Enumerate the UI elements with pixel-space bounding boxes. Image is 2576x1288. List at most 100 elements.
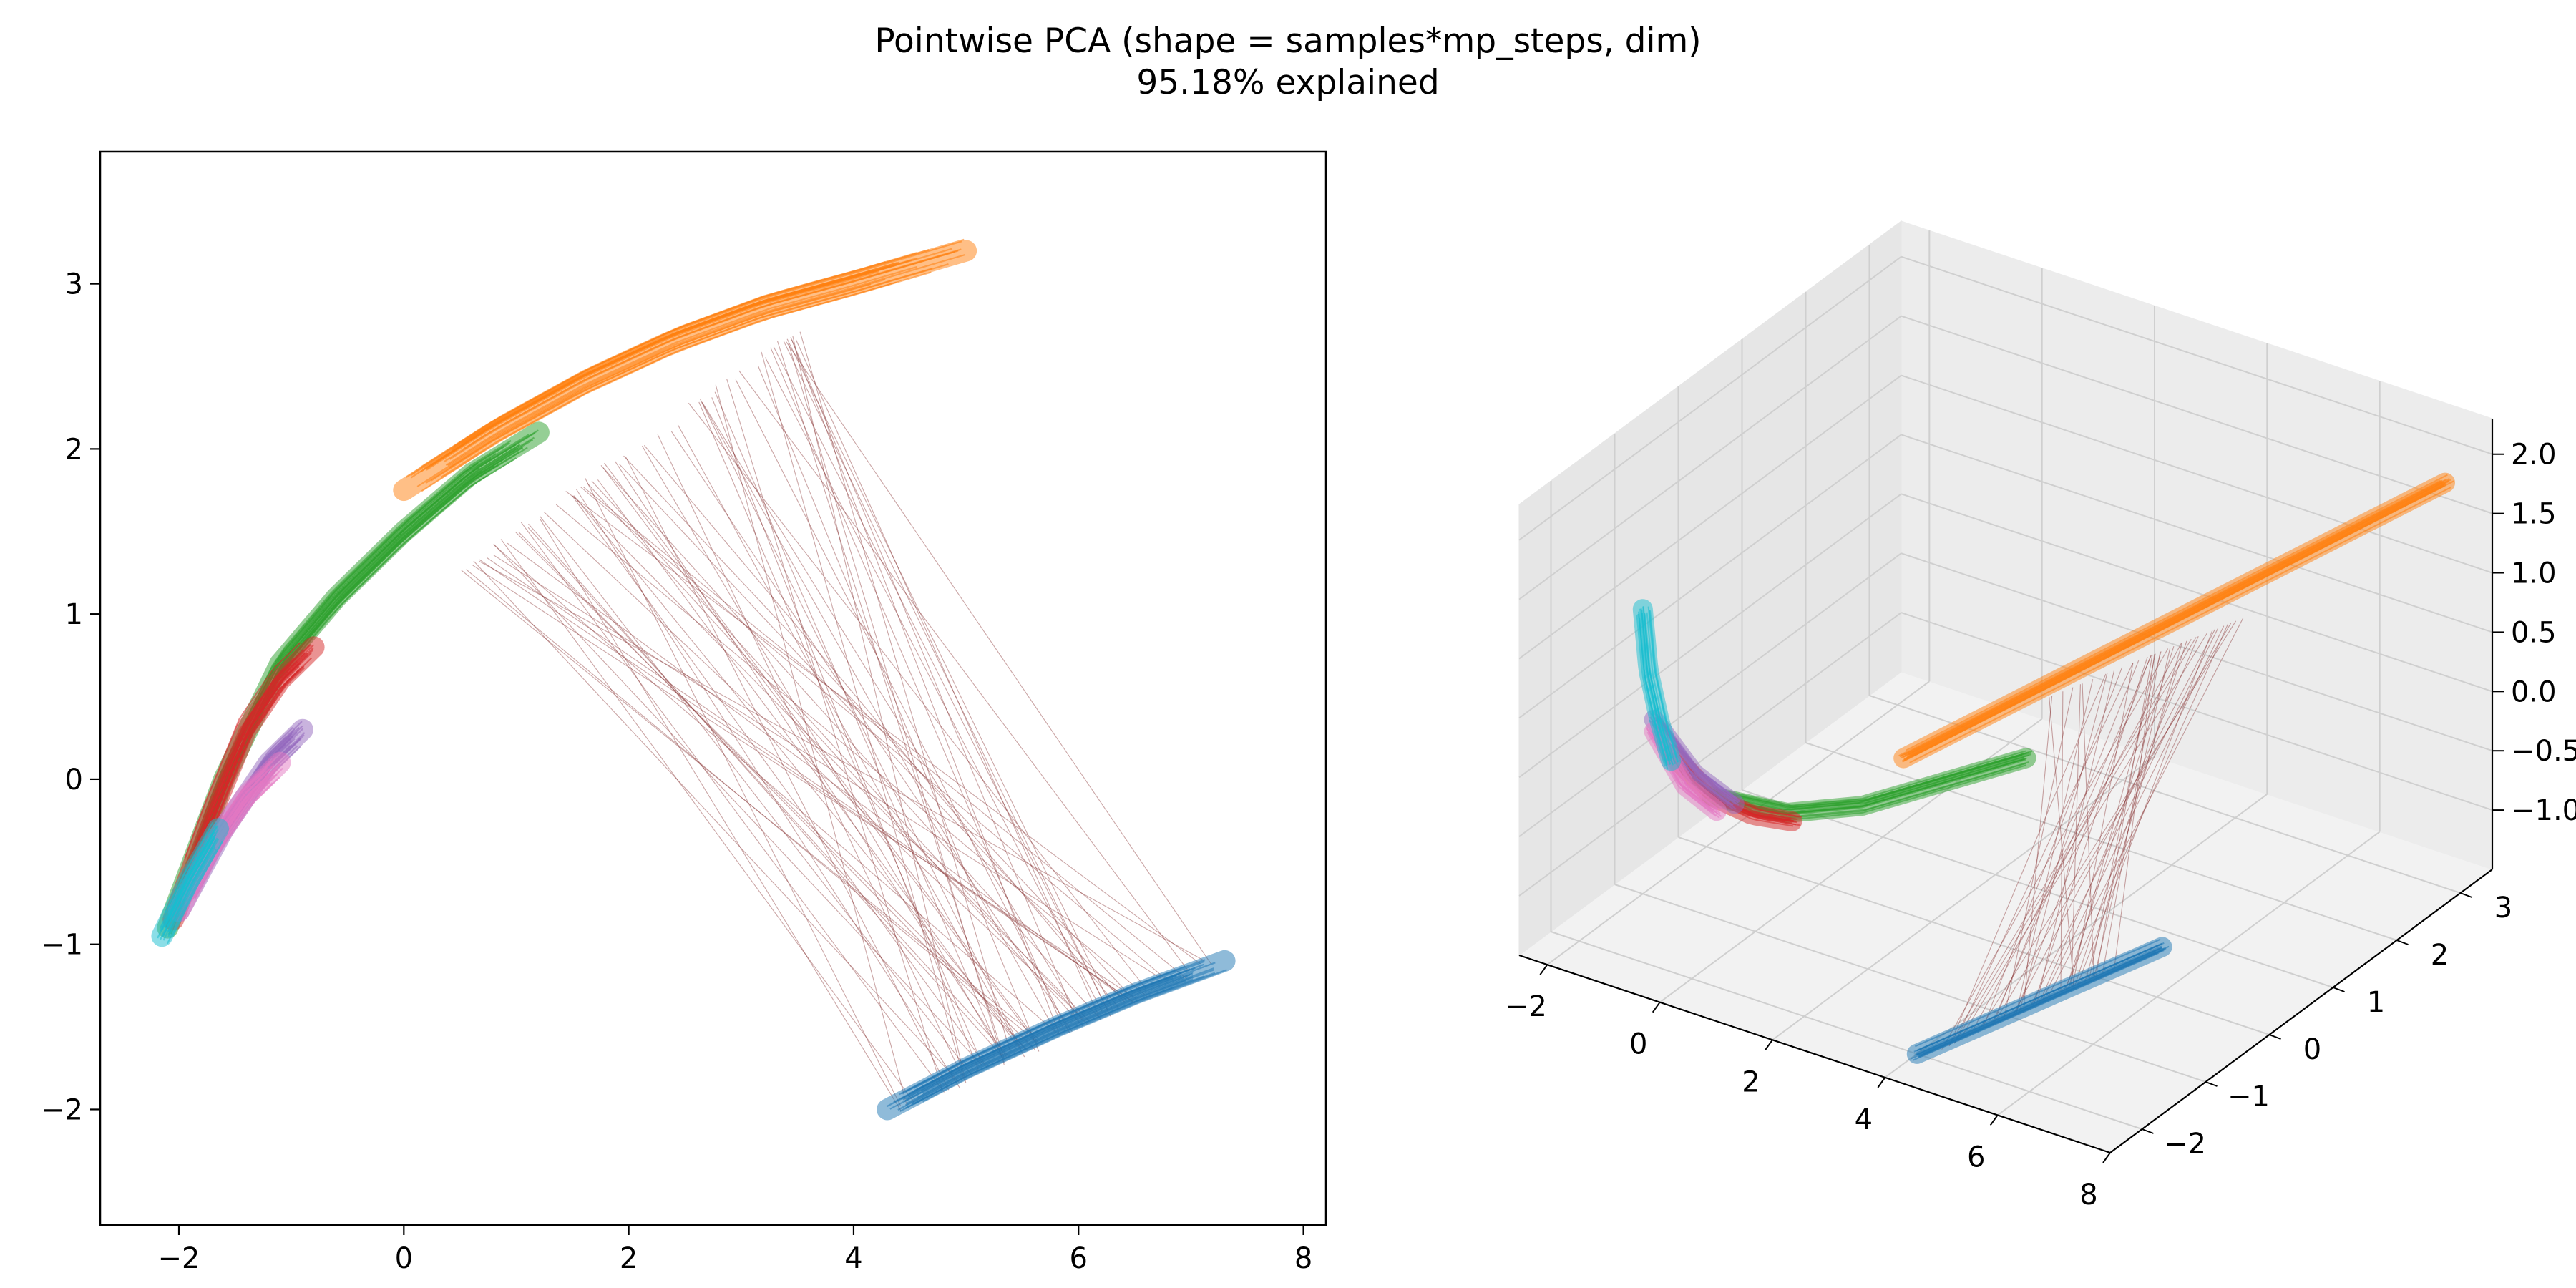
pca-2d-connector-line — [761, 351, 965, 1081]
pca-2d-xtick-label: 2 — [620, 1242, 638, 1275]
pca-2d-ytick-label: 0 — [65, 763, 83, 796]
pca-2d-connector-line — [764, 357, 1103, 1012]
pca-3d-grid-line — [1518, 255, 1902, 541]
pca-2d-connector-line — [702, 402, 1083, 1021]
pca-2d-connector-line — [738, 370, 1189, 972]
pca-3d-x-axis — [1518, 954, 2111, 1154]
pca-3d-connector-line — [2063, 624, 2228, 992]
pca-2d-connector-line — [473, 560, 960, 1083]
pca-2d-connector-line — [777, 341, 1005, 1058]
pca-2d-connector-line — [698, 401, 982, 1063]
pca-3d-connector-line — [2039, 635, 2199, 1003]
pca-2d-connector-line — [726, 379, 942, 1090]
pca-3d-ytick — [2460, 892, 2472, 898]
pca-3d-grid-line — [1772, 756, 2155, 1041]
pca-3d-series-0 — [1906, 937, 2172, 1064]
pca-3d-series-1 — [1893, 472, 2455, 769]
pca-3d-ytick-label: 0 — [2303, 1033, 2321, 1066]
pca-2d-connector-line — [540, 516, 973, 1077]
pca-2d-connector-line — [487, 557, 1136, 1004]
pca-3d-connector-line — [2015, 655, 2152, 1015]
pca-2d-connector-line — [573, 495, 1027, 1051]
pca-3d-connector-line — [2016, 679, 2094, 1014]
pca-3d-connector-line — [2072, 663, 2134, 987]
pca-2d-connector-line — [643, 444, 1119, 1008]
pca-2d-connector-line — [540, 519, 902, 1111]
pca-2d-connector-line — [555, 504, 1148, 997]
figure-title: Pointwise PCA (shape = samples*mp_steps,… — [874, 21, 1702, 61]
pca-3d-ytick-label: 3 — [2494, 892, 2512, 924]
pca-3d-connector-line — [2023, 696, 2053, 1010]
pca-3d-ztick-label: 1.0 — [2511, 557, 2557, 590]
pca-3d-connector-line — [2049, 697, 2074, 987]
pca-3d-connector-line — [2019, 673, 2108, 1013]
pca-2d-connector-line — [783, 341, 1111, 1017]
pca-3d-connector-line — [1977, 620, 2237, 1033]
pca-3d-xtick-label: 6 — [1967, 1141, 1985, 1174]
pca-2d-connector-line — [677, 424, 1025, 1058]
pca-2d-connector-line — [572, 495, 1089, 1021]
pca-2d-connector-line — [472, 565, 1136, 999]
pca-2d-connector-line — [518, 532, 1029, 1052]
pca-2d-connector-line — [514, 531, 1035, 1050]
pca-3d-connector-line — [1958, 632, 2208, 1042]
pca-2d-connector-line — [507, 542, 1127, 1000]
pca-3d-connector-line — [1981, 667, 2123, 1030]
pca-3d-xtick-label: 4 — [1855, 1103, 1873, 1136]
pca-3d-grid-line — [1518, 493, 1902, 779]
pca-2d-xtick-label: 4 — [844, 1242, 862, 1275]
pca-2d-connector-line — [700, 399, 1055, 1030]
pca-2d-connector-line — [597, 479, 1018, 1046]
pca-2d-connector-line — [591, 480, 1088, 1025]
pca-3d-connector-line — [2033, 656, 2148, 1006]
pca-3d-grid-line — [1901, 552, 2493, 752]
pca-3d-grid-line — [1901, 434, 2493, 633]
pca-2d-connector-line — [657, 434, 963, 1078]
pca-3d-xtick — [1539, 964, 1548, 975]
pca-3d-grid-line — [1901, 612, 2493, 811]
pca-2d-xtick-label: 0 — [395, 1242, 413, 1275]
pca-2d-panel: −2 0 2 4 6 8 −2 −1 0 1 2 3 — [41, 150, 1327, 1275]
pca-3d-grid-line — [1901, 315, 2493, 514]
pca-2d-connector-line — [479, 559, 1133, 1002]
pca-2d-xtick-label: −2 — [158, 1242, 200, 1275]
pca-2d-connector-line — [520, 522, 945, 1093]
pca-3d-grid-line — [1551, 931, 2142, 1130]
pca-2d-connector-line — [788, 343, 1005, 1065]
pca-3d-xtick — [1989, 1114, 1999, 1126]
pca-3d-connector-line — [2041, 625, 2225, 1002]
pca-3d-grid-line — [1546, 680, 1930, 965]
pca-3d-xtick-label: 8 — [2079, 1179, 2097, 1211]
pca-3d-connector-line — [2068, 651, 2162, 989]
pca-2d-series-1 — [393, 238, 977, 502]
pca-2d-connector-line — [688, 402, 1146, 989]
pca-3d-connector-line — [1953, 637, 2197, 1044]
figure-subtitle: 95.18% explained — [1136, 63, 1440, 102]
pca-3d-grid-line — [1518, 434, 1902, 719]
pca-3d-series-core — [1632, 599, 1682, 771]
pca-2d-series-core — [151, 818, 229, 947]
pca-2d-connector-line — [714, 391, 1005, 1063]
pca-3d-grid-line — [1518, 315, 1902, 600]
pca-2d-connector-line — [790, 337, 1060, 1035]
pca-2d-ytick-label: −1 — [41, 929, 83, 962]
pca-3d-connector-line — [1969, 643, 2182, 1037]
pca-2d-connector-line — [623, 455, 1133, 998]
pca-3d-ytick-label: 1 — [2367, 986, 2385, 1019]
pca-3d-connector-line — [2003, 687, 2074, 1020]
pca-2d-connector-line — [715, 384, 907, 1105]
pca-3d-xtick — [1765, 1039, 1773, 1050]
pca-2d-connector-line — [500, 539, 914, 1103]
pca-3d-connector-line — [2082, 683, 2094, 977]
pca-3d-y-axis — [2109, 869, 2493, 1153]
pca-3d-xtick — [1877, 1077, 1886, 1088]
pca-3d-xtick-label: 2 — [1742, 1065, 1760, 1098]
pca-2d-connector-line — [625, 457, 950, 1091]
pca-2d-connector-line — [479, 560, 1204, 961]
pca-3d-ytick — [2269, 1034, 2281, 1040]
pca-3d-xtick — [2102, 1152, 2111, 1163]
pca-2d-connector-line — [528, 523, 1005, 1059]
pca-2d-connector-line — [543, 512, 1083, 1018]
pca-2d-connector-line — [494, 544, 982, 1065]
pca-3d-ytick-label: −2 — [2164, 1128, 2206, 1161]
